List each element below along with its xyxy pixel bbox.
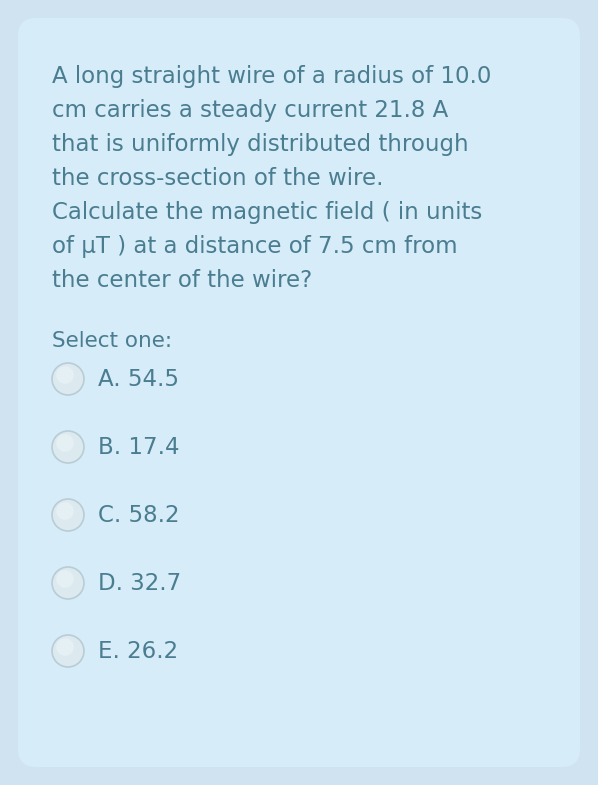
Text: Select one:: Select one: <box>52 331 172 351</box>
Circle shape <box>52 635 84 667</box>
Circle shape <box>56 502 74 520</box>
FancyBboxPatch shape <box>18 18 580 767</box>
Text: B. 17.4: B. 17.4 <box>98 436 179 458</box>
Circle shape <box>52 567 84 599</box>
Circle shape <box>52 431 84 463</box>
Text: D. 32.7: D. 32.7 <box>98 571 181 594</box>
Text: the center of the wire?: the center of the wire? <box>52 269 312 292</box>
Text: C. 58.2: C. 58.2 <box>98 503 179 527</box>
Text: cm carries a steady current 21.8 A: cm carries a steady current 21.8 A <box>52 99 449 122</box>
Text: Calculate the magnetic field ( in units: Calculate the magnetic field ( in units <box>52 201 482 224</box>
Text: A. 54.5: A. 54.5 <box>98 367 179 390</box>
Text: E. 26.2: E. 26.2 <box>98 640 178 663</box>
Circle shape <box>56 434 74 452</box>
Text: A long straight wire of a radius of 10.0: A long straight wire of a radius of 10.0 <box>52 65 492 88</box>
Circle shape <box>52 499 84 531</box>
Circle shape <box>56 638 74 655</box>
Circle shape <box>52 363 84 395</box>
Text: of μT ) at a distance of 7.5 cm from: of μT ) at a distance of 7.5 cm from <box>52 235 457 258</box>
Text: that is uniformly distributed through: that is uniformly distributed through <box>52 133 469 156</box>
Circle shape <box>56 366 74 384</box>
Circle shape <box>56 570 74 588</box>
Text: the cross-section of the wire.: the cross-section of the wire. <box>52 167 383 190</box>
